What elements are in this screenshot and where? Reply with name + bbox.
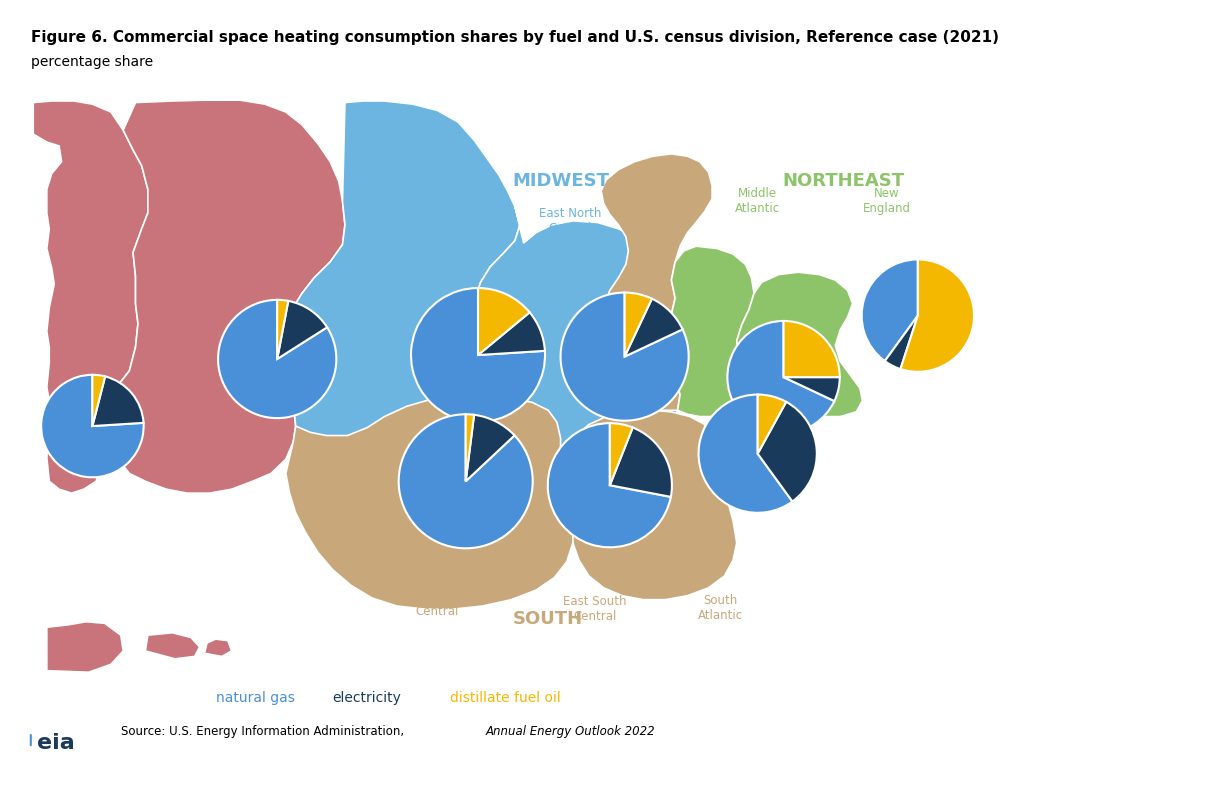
Wedge shape <box>277 301 328 359</box>
Wedge shape <box>699 394 792 513</box>
Polygon shape <box>286 101 520 475</box>
Wedge shape <box>92 376 144 426</box>
Wedge shape <box>885 316 918 369</box>
Wedge shape <box>758 394 786 454</box>
Wedge shape <box>41 375 144 477</box>
Polygon shape <box>145 633 200 659</box>
Polygon shape <box>33 101 148 493</box>
Text: WEST: WEST <box>166 185 223 202</box>
Polygon shape <box>663 246 754 417</box>
Wedge shape <box>610 428 671 497</box>
Wedge shape <box>92 375 105 426</box>
Wedge shape <box>478 288 530 355</box>
Text: New
England: New England <box>864 187 910 215</box>
Wedge shape <box>277 300 288 359</box>
Wedge shape <box>784 377 840 401</box>
Wedge shape <box>411 288 545 422</box>
Polygon shape <box>286 396 573 609</box>
Wedge shape <box>610 423 633 485</box>
Polygon shape <box>205 639 232 656</box>
Text: West South
Central: West South Central <box>404 589 471 618</box>
Text: Pacific: Pacific <box>75 179 112 192</box>
Wedge shape <box>466 414 474 481</box>
Text: Figure 6. Commercial space heating consumption shares by fuel and U.S. census di: Figure 6. Commercial space heating consu… <box>31 30 999 45</box>
Polygon shape <box>601 154 712 412</box>
Wedge shape <box>399 414 532 548</box>
Text: Annual Energy Outlook 2022: Annual Energy Outlook 2022 <box>485 725 655 738</box>
Wedge shape <box>861 260 918 361</box>
Wedge shape <box>561 293 689 421</box>
Text: SOUTH: SOUTH <box>514 611 583 628</box>
Text: NORTHEAST: NORTHEAST <box>782 173 906 190</box>
Wedge shape <box>478 312 545 355</box>
Wedge shape <box>727 321 834 433</box>
Polygon shape <box>564 410 737 600</box>
Wedge shape <box>784 321 840 377</box>
Polygon shape <box>101 100 345 493</box>
Text: Mountain: Mountain <box>225 207 280 219</box>
Text: distillate fuel oil: distillate fuel oil <box>450 691 561 705</box>
Text: natural gas: natural gas <box>216 691 294 705</box>
Polygon shape <box>47 622 123 672</box>
Text: West North
Central: West North Central <box>408 187 474 215</box>
Text: East North
Central: East North Central <box>540 207 601 235</box>
Text: South
Atlantic: South Atlantic <box>699 593 743 622</box>
Wedge shape <box>218 300 336 418</box>
Wedge shape <box>466 415 515 481</box>
Wedge shape <box>625 293 652 357</box>
Text: Middle
Atlantic: Middle Atlantic <box>736 187 780 215</box>
Wedge shape <box>625 299 683 357</box>
Text: Source: U.S. Energy Information Administration,: Source: U.S. Energy Information Administ… <box>121 725 408 738</box>
Polygon shape <box>471 207 680 450</box>
Text: percentage share: percentage share <box>31 55 153 69</box>
Text: electricity: electricity <box>333 691 402 705</box>
Text: eia: eia <box>37 733 75 753</box>
Polygon shape <box>737 272 862 417</box>
Wedge shape <box>758 402 817 502</box>
Wedge shape <box>548 423 671 548</box>
Text: MIDWEST: MIDWEST <box>513 173 609 190</box>
Wedge shape <box>901 260 975 372</box>
Text: East South
Central: East South Central <box>563 595 627 623</box>
